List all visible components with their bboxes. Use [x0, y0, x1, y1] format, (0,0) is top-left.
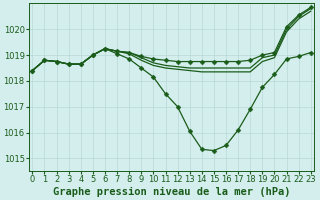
X-axis label: Graphe pression niveau de la mer (hPa): Graphe pression niveau de la mer (hPa)	[53, 186, 290, 197]
